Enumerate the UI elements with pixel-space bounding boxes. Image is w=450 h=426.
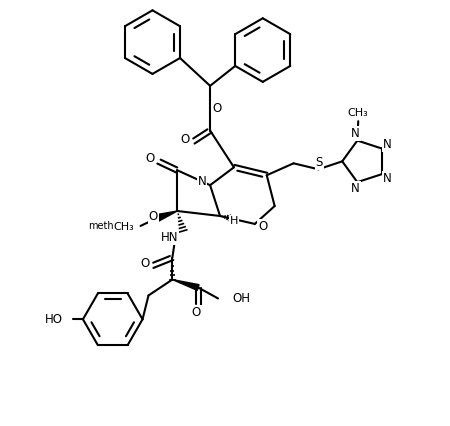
Text: N: N (383, 172, 392, 185)
Text: HN: HN (161, 231, 178, 245)
Text: OH: OH (232, 292, 250, 305)
Polygon shape (172, 279, 199, 291)
Text: O: O (180, 133, 190, 146)
Text: O: O (212, 102, 222, 115)
Text: O: O (192, 306, 201, 319)
Text: S: S (316, 156, 323, 169)
Polygon shape (156, 211, 177, 221)
Text: methoxy: methoxy (88, 221, 130, 231)
Text: HO: HO (45, 313, 63, 326)
Text: O: O (146, 152, 155, 165)
Text: N: N (383, 138, 392, 151)
Text: N: N (198, 175, 207, 188)
Text: O: O (258, 220, 267, 233)
Text: N: N (351, 127, 360, 141)
Text: CH₃: CH₃ (348, 108, 369, 118)
Text: O: O (149, 210, 158, 224)
Text: O: O (140, 257, 149, 270)
Text: CH₃: CH₃ (114, 222, 135, 232)
Text: N: N (351, 182, 360, 195)
Text: H: H (230, 216, 238, 226)
